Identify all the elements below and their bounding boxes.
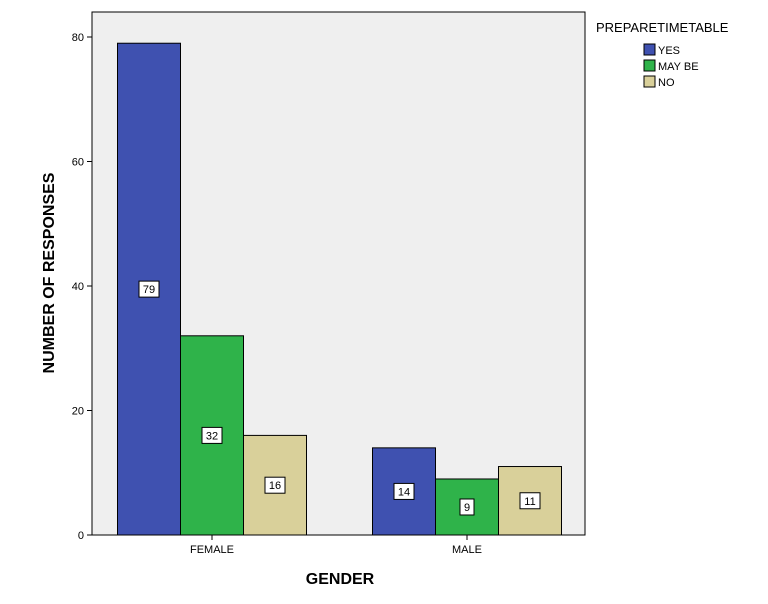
legend-label-may-be: MAY BE: [658, 61, 699, 73]
data-label-box-male-yes: [393, 482, 415, 500]
x-axis-title: GENDER: [306, 571, 375, 588]
y-tick-label-20: 20: [72, 406, 84, 418]
data-label-box-male-may-be: [459, 498, 475, 516]
data-label-male-no: 11: [524, 496, 535, 508]
legend-title: PREPARETIMETABLE: [596, 20, 729, 35]
axes-layer: 0 20 40 60 80 FEMALE MALE: [72, 32, 482, 556]
y-tick-label-0: 0: [78, 530, 84, 542]
data-label-box-male-no: [519, 492, 541, 510]
y-tick-label-60: 60: [72, 157, 84, 169]
legend: PREPARETIMETABLE YES MAY BE NO: [596, 20, 729, 89]
data-label-male-yes: 14: [398, 486, 410, 498]
data-label-male-may-be: 9: [464, 502, 470, 514]
x-tick-label-female: FEMALE: [190, 544, 234, 556]
legend-label-no: NO: [658, 77, 675, 89]
legend-swatch-no: [643, 75, 656, 88]
data-label-box-female-yes: [138, 280, 160, 298]
data-label-female-no: 16: [269, 480, 281, 492]
data-label-box-female-no: [264, 476, 286, 494]
y-axis-title: NUMBER OF RESPONSES: [41, 172, 58, 373]
x-tick-label-male: MALE: [452, 544, 482, 556]
bars-layer: 79 32 16 14 9 11: [117, 42, 562, 536]
y-tick-label-40: 40: [72, 281, 84, 293]
legend-swatch-yes: [643, 43, 656, 56]
legend-label-yes: YES: [658, 45, 680, 57]
legend-swatch-may-be: [643, 59, 656, 72]
data-label-box-female-may-be: [201, 426, 223, 444]
data-label-female-yes: 79: [143, 284, 155, 296]
data-label-female-may-be: 32: [206, 430, 218, 442]
y-tick-label-80: 80: [72, 32, 84, 44]
